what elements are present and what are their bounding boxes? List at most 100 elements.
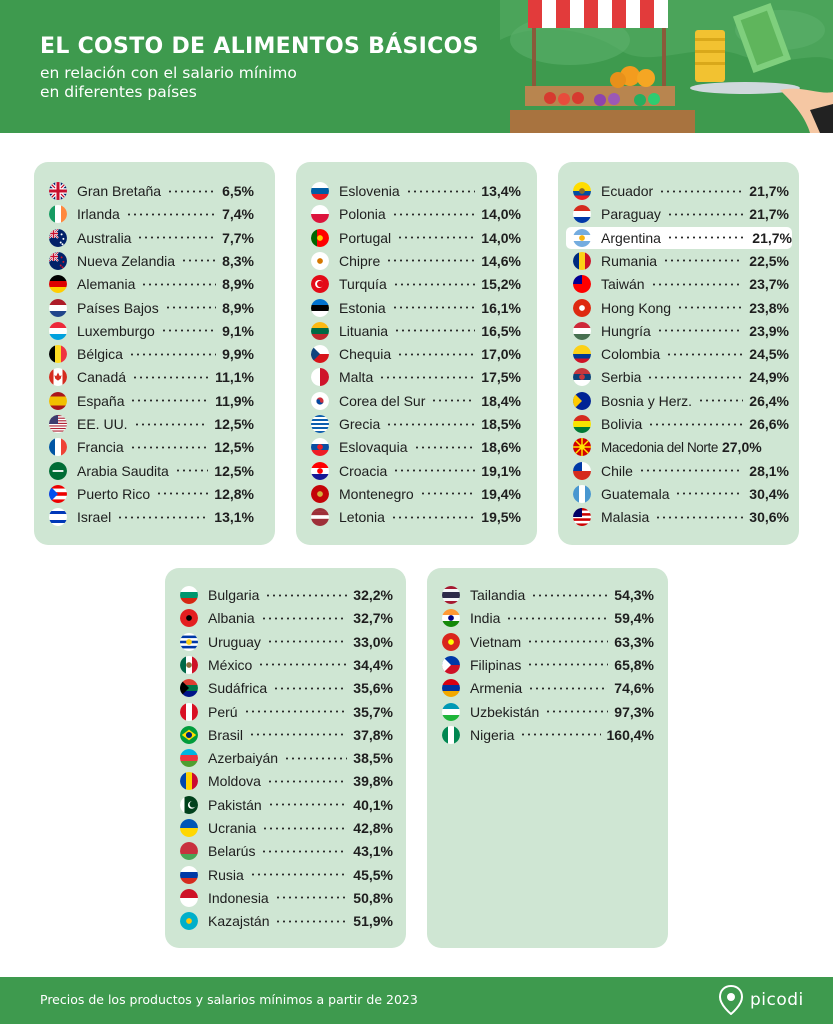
leader-dots (675, 492, 744, 496)
leader-dots (284, 756, 348, 760)
gb-flag-icon (49, 182, 67, 200)
leader-dots (266, 640, 348, 644)
in-flag-icon (442, 609, 460, 628)
table-row: Malta 17,5% (311, 366, 521, 388)
uz-flag-icon (442, 702, 460, 721)
table-row: Australia 7,7% (49, 227, 254, 249)
leader-dots (431, 399, 476, 403)
mt-flag-icon (311, 368, 329, 387)
table-row: España 11,9% (49, 390, 254, 412)
table-row: Uruguay 33,0% (180, 631, 393, 653)
country-value: 63,3% (614, 633, 654, 650)
country-name: Kazajstán (208, 913, 270, 930)
leader-dots (648, 422, 744, 426)
table-row: Bolivia 26,6% (573, 413, 789, 435)
country-name: Malta (339, 369, 374, 386)
lv-flag-icon (311, 508, 329, 527)
table-row: Argentina 21,7% (566, 226, 792, 249)
country-name: Letonia (339, 509, 385, 526)
table-row: Nueva Zelandia 8,3% (49, 250, 254, 272)
co-flag-icon (573, 345, 591, 364)
picodi-logo: picodi (718, 985, 804, 1015)
leader-dots (262, 826, 348, 830)
country-name: Montenegro (339, 485, 414, 502)
lu-flag-icon (49, 321, 67, 340)
country-value: 24,9% (749, 369, 789, 386)
pk-flag-icon (180, 795, 198, 814)
country-value: 12,5% (214, 416, 254, 432)
leader-dots (167, 189, 217, 193)
country-value: 22,5% (749, 252, 789, 269)
country-value: 74,6% (614, 680, 654, 697)
be-flag-icon (49, 345, 67, 364)
country-name: Hong Kong (601, 299, 672, 316)
country-value: 30,6% (749, 509, 789, 526)
country-value: 17,5% (481, 369, 521, 386)
country-name: Croacia (339, 462, 388, 479)
bg-flag-icon (180, 586, 198, 604)
country-value: 13,1% (214, 509, 254, 526)
table-row: Grecia 18,5% (311, 413, 521, 435)
leader-dots (386, 259, 476, 263)
table-row: Rumania 22,5% (573, 250, 789, 272)
table-row: Países Bajos 8,9% (49, 297, 254, 319)
country-name: Australia (77, 229, 132, 246)
table-row: Tailandia 54,3% (442, 584, 654, 606)
table-row: Corea del Sur 18,4% (311, 390, 521, 412)
leader-dots (386, 422, 476, 426)
country-value: 32,2% (353, 587, 393, 603)
leader-dots (397, 352, 476, 356)
az-flag-icon (180, 749, 198, 768)
table-row: Montenegro 19,4% (311, 483, 521, 505)
kz-flag-icon (180, 912, 198, 931)
country-value: 16,5% (481, 322, 521, 339)
country-name: Canadá (77, 369, 127, 386)
country-name: EE. UU. (77, 416, 128, 432)
leader-dots (405, 189, 476, 193)
nz-flag-icon (49, 251, 67, 270)
cy-flag-icon (311, 251, 329, 270)
country-value: 9,9% (222, 346, 254, 363)
leader-dots (125, 212, 217, 216)
country-value: 28,1% (749, 462, 789, 479)
my-flag-icon (573, 508, 591, 527)
leader-dots (274, 896, 348, 900)
country-value: 59,4% (614, 610, 654, 627)
leader-dots (265, 593, 348, 597)
leader-dots (181, 259, 217, 263)
leader-dots (275, 919, 348, 923)
hu-flag-icon (573, 321, 591, 340)
country-value: 17,0% (481, 346, 521, 363)
table-row: Moldova 39,8% (180, 770, 393, 792)
table-row: Eslovenia 13,4% (311, 180, 521, 202)
country-name: España (77, 392, 125, 409)
country-name: Uruguay (208, 633, 261, 650)
country-name: Chipre (339, 252, 381, 269)
leader-dots (130, 399, 210, 403)
ru-flag-icon (180, 865, 198, 884)
pl-flag-icon (311, 205, 329, 224)
country-name: Arabia Saudita (77, 462, 169, 479)
country-name: Bosnia y Herz. (601, 392, 693, 409)
country-value: 8,3% (222, 252, 254, 269)
country-value: 12,5% (214, 439, 254, 456)
ca-flag-icon (49, 368, 67, 387)
ee-flag-icon (311, 298, 329, 317)
country-name: Lituania (339, 322, 389, 339)
country-value: 23,9% (749, 322, 789, 339)
table-row: Gran Bretaña 6,5% (49, 180, 254, 202)
country-name: Armenia (470, 680, 523, 697)
ie-flag-icon (49, 205, 67, 224)
mx-flag-icon (180, 655, 198, 674)
country-value: 33,0% (353, 633, 393, 650)
country-name: Rusia (208, 866, 244, 883)
cl-flag-icon (573, 461, 591, 480)
sa-flag-icon (49, 461, 67, 480)
country-value: 8,9% (222, 299, 254, 316)
table-row: India 59,4% (442, 607, 654, 629)
fr-flag-icon (49, 438, 67, 457)
leader-dots (698, 399, 744, 403)
leader-dots (133, 422, 209, 426)
country-name: Paraguay (601, 206, 661, 223)
country-value: 26,4% (749, 392, 789, 409)
